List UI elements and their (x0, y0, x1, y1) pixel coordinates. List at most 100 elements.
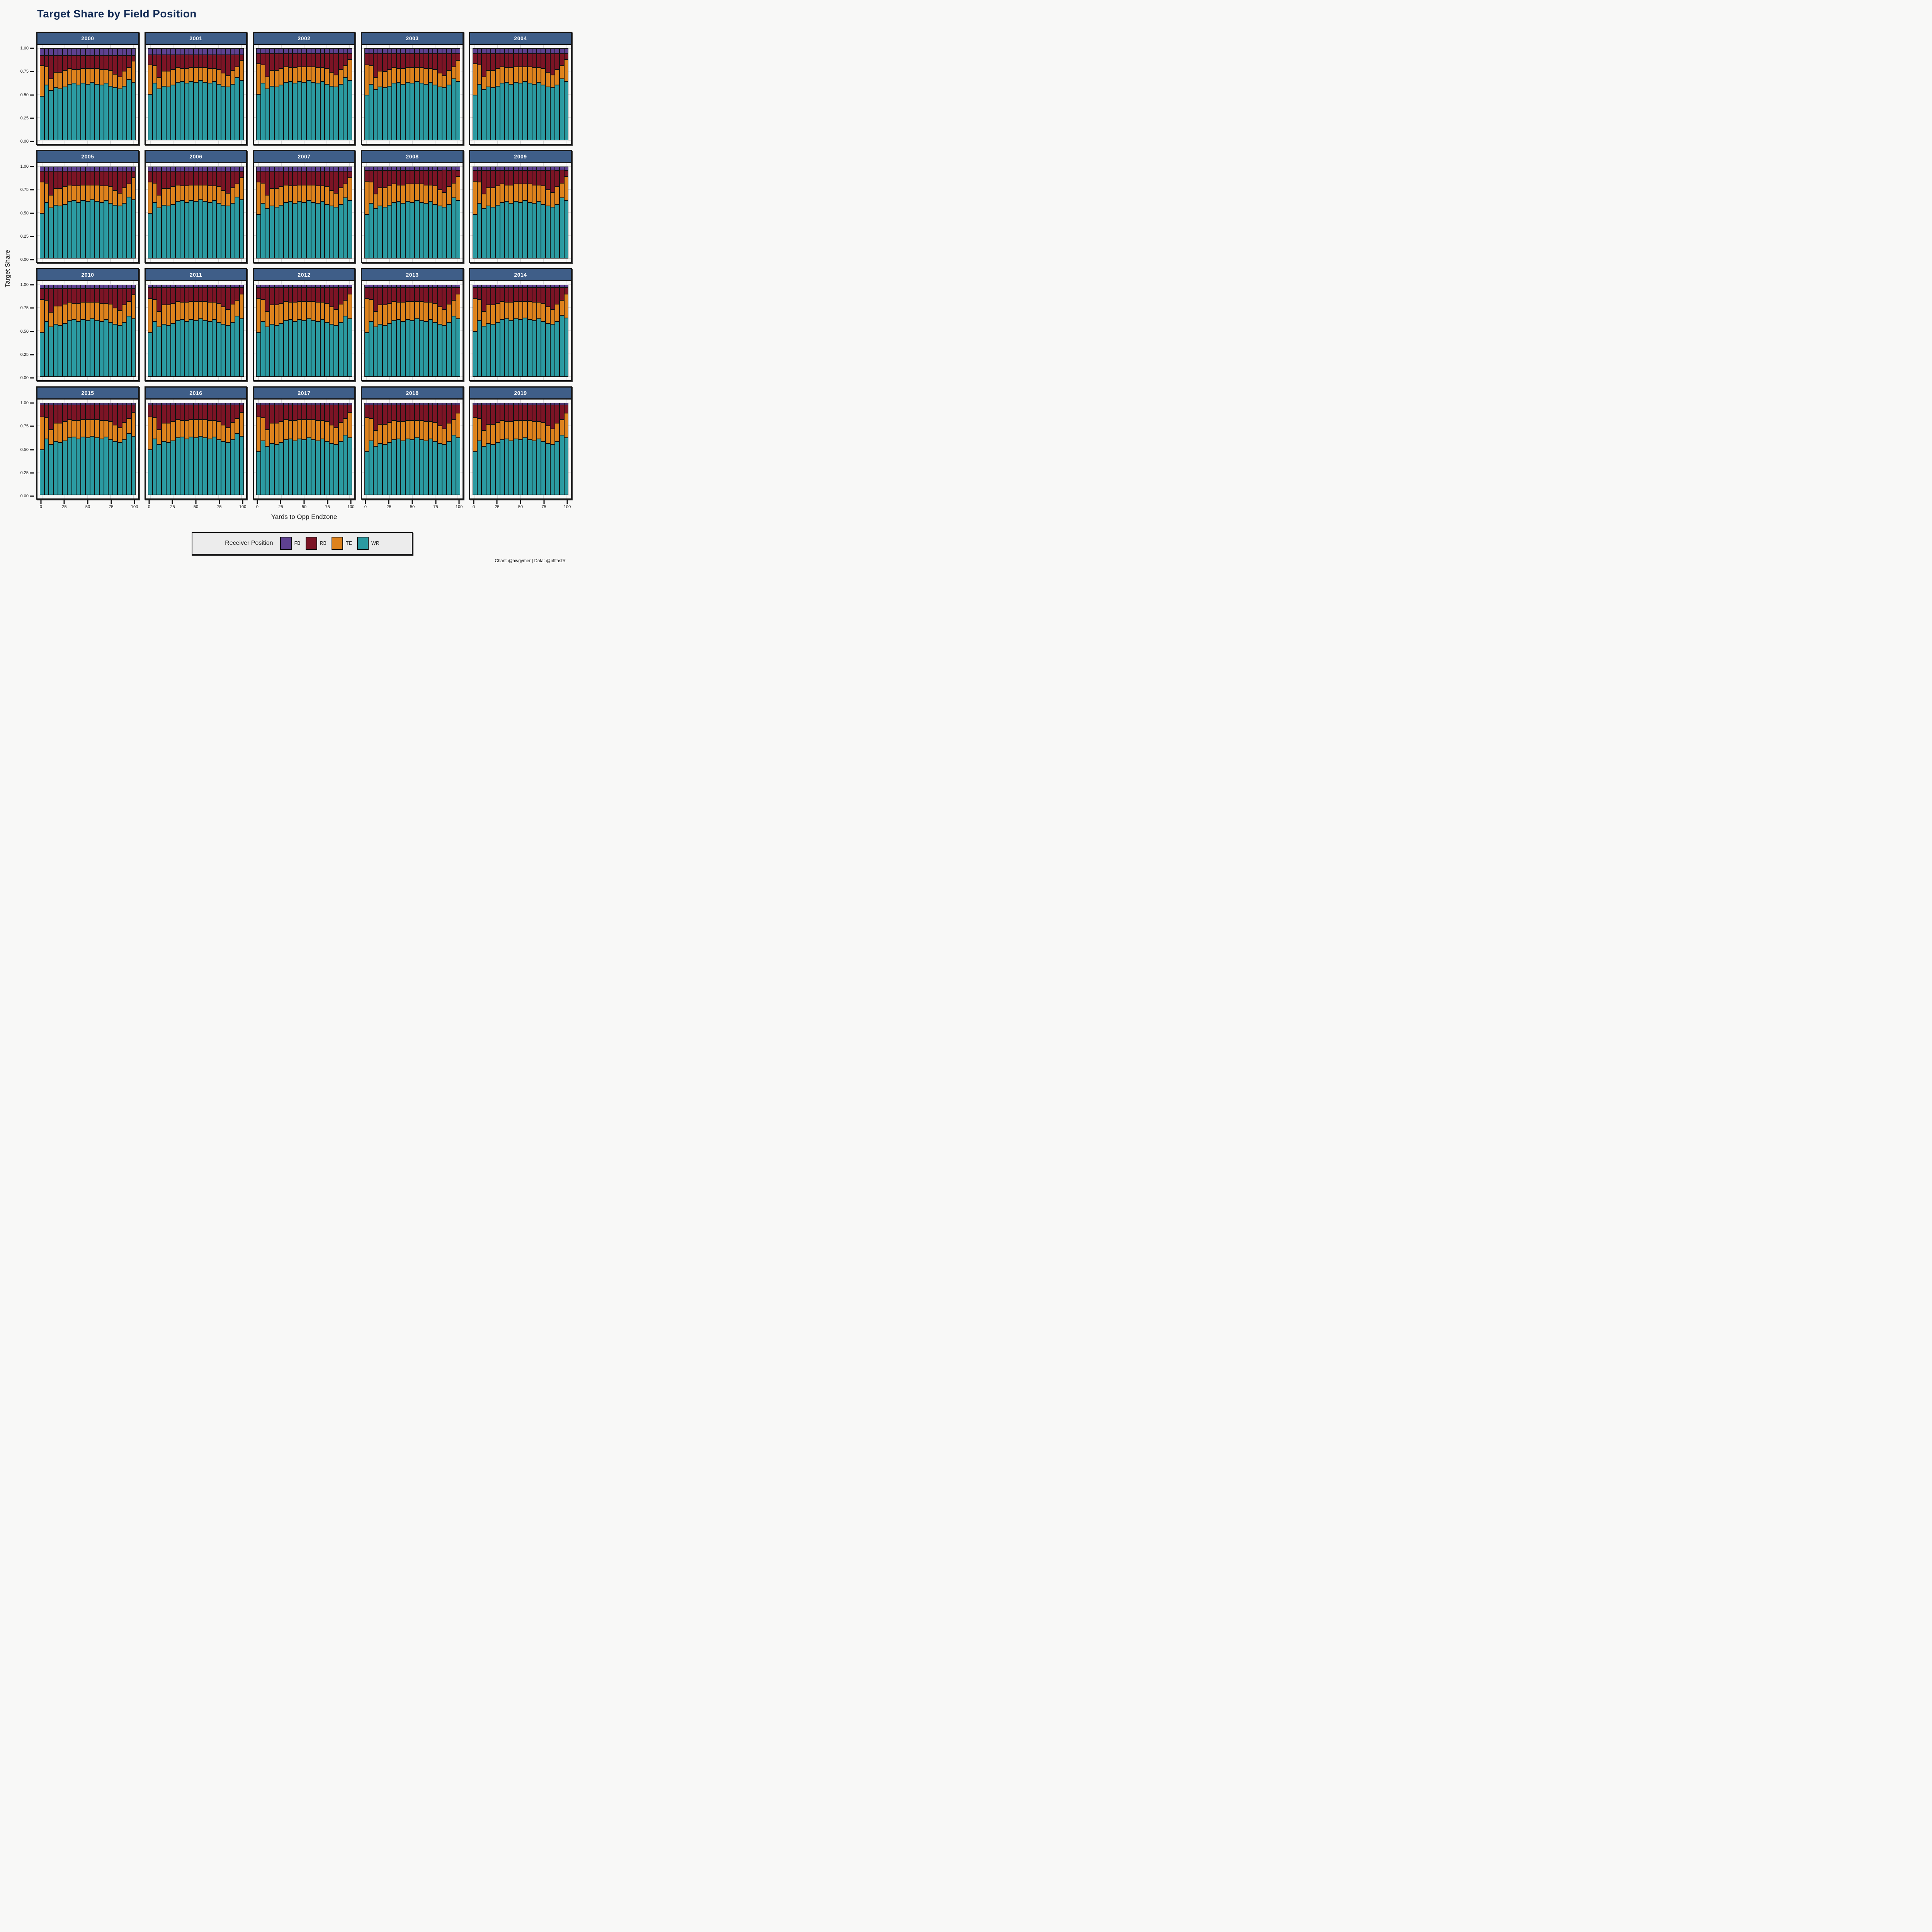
bar-segment-rb (226, 287, 230, 310)
stacked-bar (256, 48, 261, 141)
x-tick-mark (327, 500, 328, 504)
bar-segment-fb (523, 167, 527, 170)
bar-segment-te (527, 184, 532, 202)
bar-segment-rb (239, 54, 244, 60)
bar-segment-wr (126, 433, 131, 495)
bar-segment-fb (532, 403, 537, 405)
bar-segment-te (523, 420, 527, 438)
facet-panel (36, 281, 139, 381)
stacked-bar (536, 166, 541, 259)
stacked-bar (67, 403, 72, 495)
stacked-bar (532, 166, 537, 259)
bar-segment-rb (53, 171, 58, 189)
bar-segment-te (554, 187, 560, 204)
stacked-bar (239, 48, 244, 141)
bar-segment-te (235, 184, 240, 197)
bar-segment-fb (235, 48, 240, 55)
bar-segment-fb (325, 403, 330, 405)
bar-segment-wr (274, 207, 279, 259)
bar-segment-wr (44, 85, 49, 141)
stacked-bar (104, 166, 109, 259)
stacked-bar (279, 166, 284, 259)
bar-segment-rb (148, 171, 153, 182)
bar-segment-rb (373, 54, 378, 78)
bar-segment-fb (239, 166, 244, 171)
stacked-bar (320, 48, 325, 141)
bar-segment-te (451, 183, 456, 198)
bar-segment-wr (297, 201, 302, 259)
bar-segment-fb (451, 403, 456, 405)
bar-segment-te (166, 189, 171, 206)
bar-segment-rb (230, 405, 235, 422)
stacked-bar (126, 166, 131, 259)
bar-segment-te (270, 423, 275, 444)
bar-segment-te (239, 60, 244, 81)
stacked-bar (239, 166, 244, 259)
bar-segment-te (495, 422, 500, 443)
bar-segment-fb (477, 48, 482, 54)
bar-segment-fb (274, 284, 279, 288)
stacked-bar (131, 166, 136, 259)
stacked-bar (49, 167, 54, 259)
bar-segment-te (456, 177, 461, 201)
stacked-bar (58, 166, 63, 259)
bar-segment-wr (226, 325, 230, 377)
x-tick-mark (412, 500, 413, 504)
bar-segment-te (230, 304, 235, 323)
bar-segment-wr (58, 442, 63, 495)
stacked-bar (343, 166, 348, 259)
stacked-bar (442, 166, 447, 259)
bar-segment-rb (270, 171, 275, 189)
bar-segment-te (527, 301, 532, 320)
bar-segment-rb (554, 54, 560, 70)
bar-segment-te (283, 419, 288, 440)
bar-segment-fb (343, 403, 348, 405)
stacked-bar (423, 284, 429, 377)
bar-segment-rb (49, 405, 54, 430)
bar-segment-te (343, 184, 348, 198)
bar-segment-fb (500, 166, 505, 170)
bar-segment-wr (518, 202, 523, 259)
bar-segment-wr (175, 201, 180, 259)
bar-segment-wr (442, 444, 447, 495)
bar-segment-rb (162, 405, 167, 423)
stacked-bar (481, 48, 486, 141)
bar-segment-rb (202, 171, 207, 185)
bar-segment-wr (554, 204, 560, 259)
bar-segment-wr (256, 94, 261, 141)
bar-segment-te (230, 70, 235, 84)
bar-segment-te (383, 424, 387, 445)
stacked-bar (256, 403, 261, 495)
bar-segment-te (369, 182, 374, 204)
bar-segment-fb (202, 403, 207, 405)
bar-segment-fb (446, 48, 451, 54)
bar-segment-rb (184, 405, 189, 421)
y-tick-mark (30, 117, 34, 119)
stacked-bar (170, 48, 175, 141)
stacked-bar (297, 48, 302, 141)
stacked-bar (180, 403, 185, 495)
stacked-bar (338, 167, 343, 259)
bar-segment-rb (433, 54, 438, 70)
bar-segment-wr (283, 82, 288, 141)
stacked-bar (230, 284, 235, 377)
bar-segment-rb (334, 405, 338, 428)
bar-segment-rb (378, 170, 383, 188)
bar-segment-rb (442, 405, 447, 429)
bar-segment-te (334, 310, 338, 325)
stacked-bar (325, 166, 330, 259)
bar-segment-wr (260, 321, 265, 377)
bar-segment-wr (428, 201, 433, 259)
bar-segment-wr (39, 213, 44, 259)
bar-segment-fb (364, 48, 369, 54)
bar-segment-fb (62, 48, 67, 56)
bar-segment-te (44, 418, 49, 439)
bar-segment-wr (302, 440, 306, 495)
bar-segment-rb (369, 54, 374, 66)
stacked-bar (212, 284, 217, 377)
stacked-bar (117, 166, 122, 259)
bar-segment-rb (260, 54, 265, 65)
bar-segment-te (481, 194, 486, 209)
stacked-bar (90, 48, 95, 141)
bar-segment-te (446, 187, 451, 204)
